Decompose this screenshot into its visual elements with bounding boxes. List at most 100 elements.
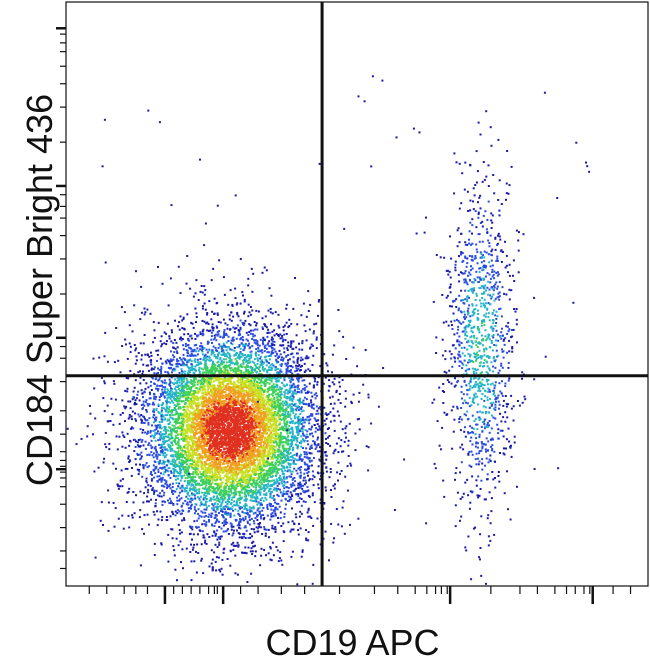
data-point xyxy=(214,467,217,470)
data-point xyxy=(288,318,291,321)
data-point xyxy=(220,466,223,469)
data-point xyxy=(242,551,245,554)
data-point xyxy=(248,361,251,364)
data-point xyxy=(278,446,281,448)
data-point xyxy=(251,398,254,401)
data-point xyxy=(295,408,298,411)
data-point xyxy=(182,370,185,373)
data-point xyxy=(274,350,277,353)
data-point xyxy=(291,431,294,434)
data-point xyxy=(196,389,199,392)
data-point xyxy=(271,464,274,467)
data-point xyxy=(274,366,277,368)
data-point xyxy=(213,400,216,403)
data-point xyxy=(243,495,246,498)
data-point xyxy=(273,427,276,430)
data-point xyxy=(192,484,195,487)
data-point xyxy=(217,346,220,349)
data-point xyxy=(160,345,163,348)
data-point xyxy=(197,431,200,434)
data-point xyxy=(201,417,204,420)
data-point xyxy=(150,471,153,473)
data-point xyxy=(344,427,347,430)
data-point xyxy=(285,503,287,506)
data-point xyxy=(93,387,96,390)
data-point xyxy=(200,342,203,345)
data-point xyxy=(255,365,258,368)
data-point xyxy=(270,424,272,427)
data-point xyxy=(239,395,242,398)
data-point xyxy=(205,521,208,524)
data-point xyxy=(190,350,193,353)
data-point xyxy=(241,445,244,448)
data-point xyxy=(257,402,260,404)
data-point xyxy=(218,414,221,417)
data-point xyxy=(127,455,130,458)
data-point xyxy=(210,331,213,334)
data-point xyxy=(172,545,175,548)
data-point xyxy=(191,366,194,369)
data-point xyxy=(169,277,172,280)
data-point xyxy=(287,354,290,356)
data-point xyxy=(302,500,305,503)
data-point xyxy=(294,513,297,516)
data-point xyxy=(289,483,292,486)
data-point xyxy=(292,459,295,462)
data-point xyxy=(159,454,162,456)
data-point xyxy=(340,525,343,528)
data-point xyxy=(215,333,218,336)
data-point xyxy=(352,393,355,396)
data-point xyxy=(296,452,299,455)
data-point xyxy=(312,484,315,487)
data-point xyxy=(211,490,214,493)
data-point xyxy=(163,467,166,470)
data-point xyxy=(282,429,285,432)
data-point xyxy=(218,365,221,368)
data-point xyxy=(297,427,299,430)
data-point xyxy=(159,393,162,396)
data-point xyxy=(278,505,281,508)
data-point xyxy=(273,454,276,457)
data-point xyxy=(295,426,298,428)
data-point xyxy=(195,550,197,553)
data-point xyxy=(201,307,204,310)
data-point xyxy=(252,485,255,488)
data-point xyxy=(222,410,224,413)
data-point xyxy=(211,413,214,416)
data-point xyxy=(169,363,172,366)
data-point xyxy=(189,354,192,357)
data-point xyxy=(142,370,144,373)
data-point xyxy=(274,530,277,533)
data-point xyxy=(288,370,291,373)
data-point xyxy=(294,405,297,408)
data-point xyxy=(305,490,308,493)
data-point xyxy=(166,485,169,488)
data-point xyxy=(182,460,185,462)
data-point xyxy=(187,454,190,457)
data-point xyxy=(157,453,160,456)
data-point xyxy=(219,492,222,495)
data-point xyxy=(167,461,170,464)
data-point xyxy=(224,458,226,461)
data-point xyxy=(246,431,249,434)
data-point xyxy=(222,495,225,498)
data-point xyxy=(264,487,267,490)
data-point xyxy=(282,359,284,362)
data-point xyxy=(254,390,257,393)
data-point xyxy=(192,437,195,440)
data-point xyxy=(174,387,176,390)
data-point xyxy=(175,341,178,344)
data-point xyxy=(199,414,202,417)
data-point xyxy=(296,416,299,419)
data-point xyxy=(86,435,89,438)
data-point xyxy=(245,494,247,497)
data-point xyxy=(305,433,308,436)
data-point xyxy=(266,391,269,394)
data-point xyxy=(262,507,265,509)
data-point xyxy=(229,289,232,292)
data-point xyxy=(122,527,125,530)
data-point xyxy=(238,330,241,333)
data-point xyxy=(186,359,189,362)
data-point xyxy=(195,316,198,318)
data-point xyxy=(257,347,260,349)
